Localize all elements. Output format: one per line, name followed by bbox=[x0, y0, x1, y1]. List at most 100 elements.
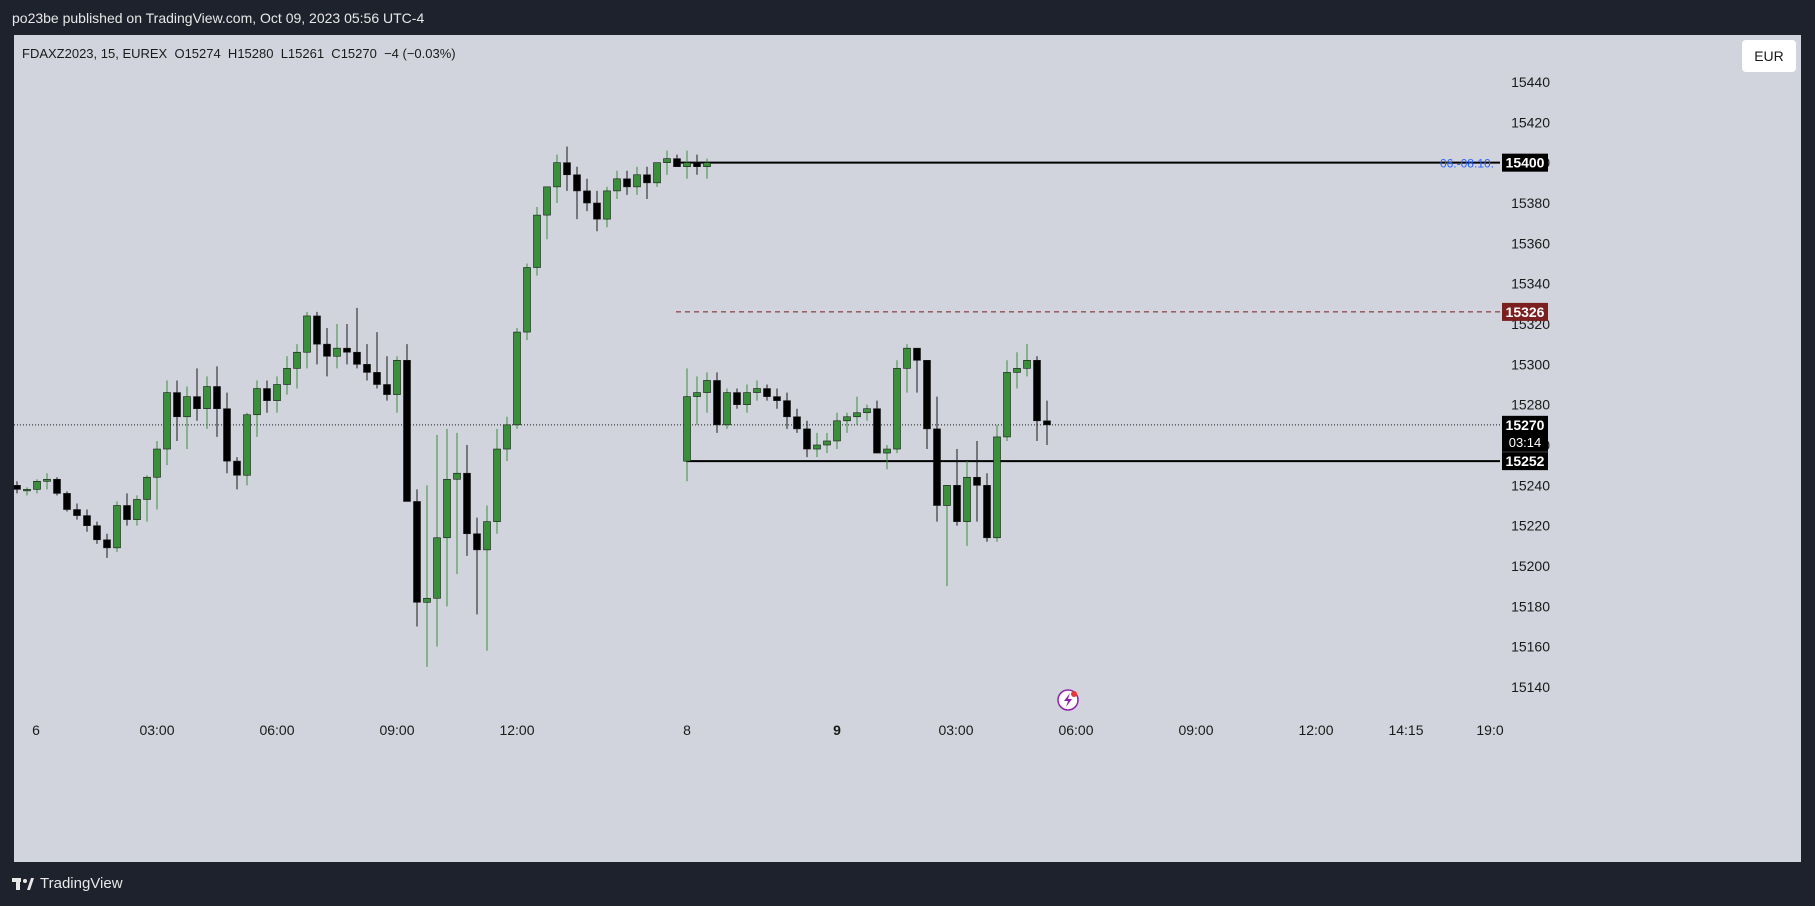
candle-body bbox=[863, 408, 871, 414]
candle-body bbox=[623, 178, 631, 188]
candle-body bbox=[923, 359, 931, 430]
x-tick-label: 12:00 bbox=[1298, 722, 1333, 738]
candle-body bbox=[703, 380, 711, 393]
candle-body bbox=[243, 414, 251, 476]
candle-body bbox=[473, 533, 481, 551]
candle-body bbox=[553, 162, 561, 188]
y-tick-label: 15180 bbox=[1511, 598, 1550, 614]
candle-body bbox=[383, 384, 391, 395]
candle-body bbox=[703, 162, 711, 168]
candle-body bbox=[883, 448, 891, 454]
candle-body bbox=[593, 202, 601, 220]
candle-body bbox=[73, 509, 81, 516]
candle-body bbox=[893, 368, 901, 450]
candle-body bbox=[33, 480, 41, 490]
candle-body bbox=[493, 448, 501, 522]
candle-body bbox=[773, 396, 781, 401]
notification-dot-icon bbox=[1071, 691, 1077, 697]
candle-body bbox=[803, 428, 811, 450]
x-tick-label: 9 bbox=[833, 722, 841, 738]
top-bar: po23be published on TradingView.com, Oct… bbox=[0, 0, 1815, 35]
candle-body bbox=[643, 174, 651, 184]
candle-body bbox=[633, 174, 641, 188]
x-tick-label: 06:00 bbox=[1058, 722, 1093, 738]
candle-body bbox=[993, 436, 1001, 539]
y-tick-label: 15280 bbox=[1511, 397, 1550, 413]
candle-body bbox=[513, 331, 521, 426]
y-tick-label: 15440 bbox=[1511, 74, 1550, 90]
candle-body bbox=[933, 428, 941, 506]
candle-body bbox=[163, 392, 171, 450]
x-tick-label: 19:0 bbox=[1476, 722, 1503, 738]
y-tick-label: 15420 bbox=[1511, 114, 1550, 130]
candle-body bbox=[583, 190, 591, 204]
candle-body bbox=[613, 178, 621, 192]
candle-body bbox=[833, 420, 841, 442]
candle-body bbox=[763, 388, 771, 397]
candle-body bbox=[83, 515, 91, 526]
candle-body bbox=[143, 476, 151, 500]
candle-body bbox=[483, 521, 491, 551]
candle-body bbox=[653, 162, 661, 184]
candle-body bbox=[373, 372, 381, 385]
candle-body bbox=[693, 162, 701, 168]
candle-body bbox=[323, 343, 331, 357]
candle-body bbox=[1023, 359, 1031, 369]
candle-body bbox=[683, 162, 691, 168]
candle-body bbox=[173, 392, 181, 418]
candle-body bbox=[23, 489, 31, 492]
y-tick-label: 15200 bbox=[1511, 558, 1550, 574]
candle-body bbox=[43, 478, 51, 482]
y-tick-label: 15220 bbox=[1511, 518, 1550, 534]
brand-name: TradingView bbox=[40, 875, 123, 892]
level-tag-label: 15400 bbox=[1506, 155, 1545, 171]
candle-body bbox=[123, 505, 131, 520]
level-tag-label: 15326 bbox=[1506, 304, 1545, 320]
candle-body bbox=[733, 392, 741, 405]
candle-body bbox=[283, 368, 291, 385]
candle-body bbox=[673, 158, 681, 167]
candle-body bbox=[563, 162, 571, 176]
tradingview-brand[interactable]: TradingView bbox=[12, 875, 123, 892]
candle-body bbox=[573, 174, 581, 192]
x-tick-label: 03:00 bbox=[139, 722, 174, 738]
candle-body bbox=[843, 416, 851, 422]
candle-body bbox=[93, 525, 101, 541]
candle-body bbox=[953, 485, 961, 522]
candle-body bbox=[443, 478, 451, 539]
candle-body bbox=[333, 347, 341, 357]
candle-body bbox=[533, 214, 541, 268]
candle-body bbox=[293, 351, 301, 369]
bottom-bar bbox=[0, 862, 1815, 906]
candle-body bbox=[813, 444, 821, 450]
candle-body bbox=[523, 267, 531, 333]
candle-body bbox=[693, 392, 701, 397]
candle-body bbox=[313, 315, 321, 345]
candle-body bbox=[423, 597, 431, 603]
candle-body bbox=[963, 476, 971, 522]
level-tag-bg bbox=[1502, 302, 1548, 321]
y-tick-label: 15140 bbox=[1511, 679, 1550, 695]
last-price-label: 15270 bbox=[1506, 417, 1545, 433]
candle-body bbox=[943, 485, 951, 506]
level-tag-bg bbox=[1502, 153, 1548, 172]
candle-body bbox=[13, 485, 21, 490]
candle-body bbox=[263, 388, 271, 401]
y-tick-label: 15360 bbox=[1511, 235, 1550, 251]
candle-body bbox=[973, 476, 981, 486]
candle-body bbox=[463, 472, 471, 535]
candle-body bbox=[793, 416, 801, 430]
candle-body bbox=[913, 347, 921, 361]
level-tag-label: 15252 bbox=[1506, 453, 1545, 469]
currency-button[interactable]: EUR bbox=[1742, 40, 1796, 72]
lightning-bolt-icon bbox=[1064, 693, 1072, 707]
candle-body bbox=[683, 396, 691, 462]
tradingview-logo-icon bbox=[12, 877, 34, 890]
candle-body bbox=[343, 347, 351, 353]
x-tick-label: 6 bbox=[32, 722, 40, 738]
x-tick-label: 06:00 bbox=[259, 722, 294, 738]
candle-body bbox=[663, 158, 671, 163]
candle-body bbox=[53, 478, 61, 494]
candle-body bbox=[153, 448, 161, 478]
